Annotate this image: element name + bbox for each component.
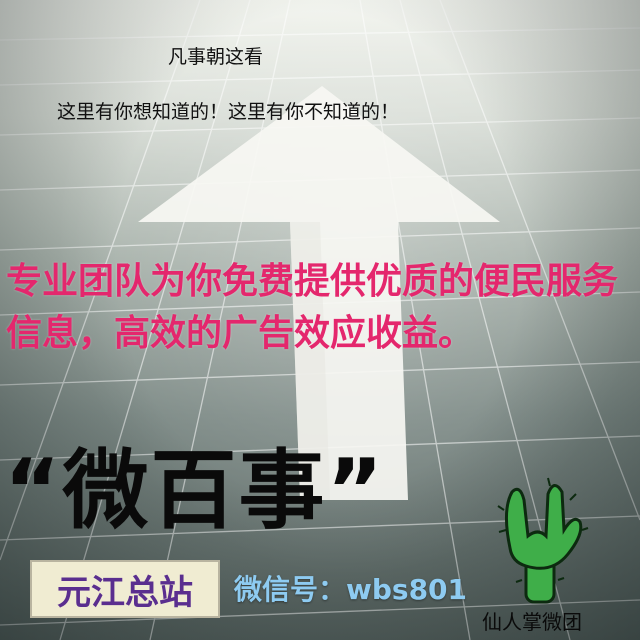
sub-slogan: 这里有你想知道的！这里有你不知道的！ [56, 101, 399, 123]
top-slogan: 凡事朝这看 [168, 46, 264, 68]
cactus-hand-icon [497, 477, 589, 604]
station-label: 元江总站 [57, 572, 193, 613]
station-badge: 元江总站 [30, 560, 220, 618]
wechat-id: 微信号：wbs801 [234, 573, 468, 606]
brand-title: “微百事” [4, 441, 386, 541]
promo-text: 专业团队为你免费提供优质的便民服务信息，高效的广告效应收益。 [6, 261, 619, 354]
team-name: 仙人掌微团 [482, 610, 582, 634]
